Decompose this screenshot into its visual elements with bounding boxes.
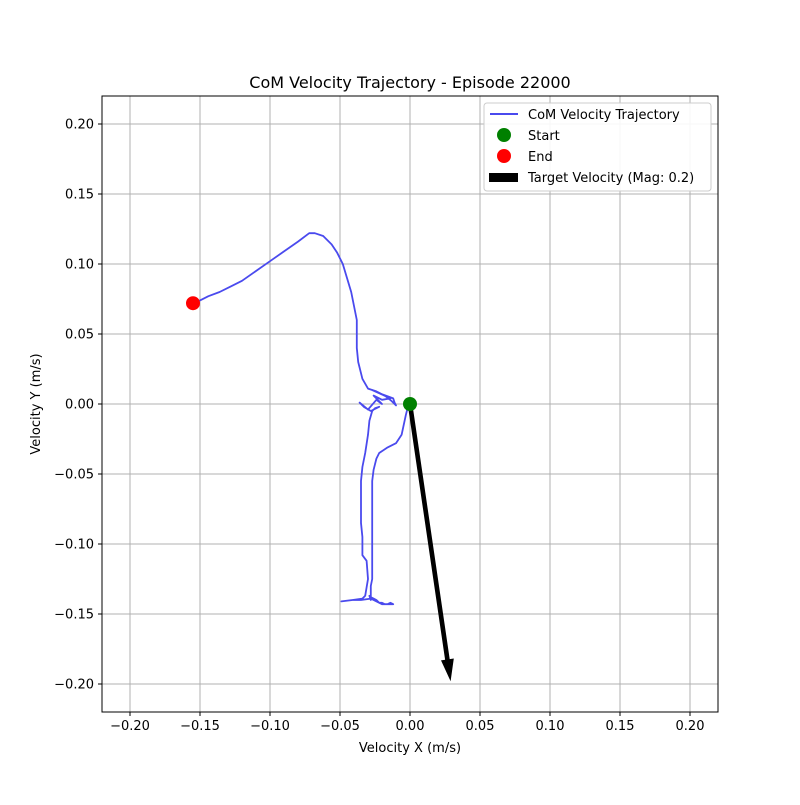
x-tick-label: 0.20 xyxy=(676,719,705,734)
legend-box xyxy=(483,102,712,192)
legend-label-trajectory: CoM Velocity Trajectory xyxy=(528,108,680,123)
x-tick-label: 0.00 xyxy=(396,719,425,734)
ticks: −0.20 −0.15 −0.10 −0.05 0.00 0.05 0.10 0.15 0.20… xyxy=(54,118,704,735)
start-marker xyxy=(403,397,417,411)
y-tick-label: −0.05 xyxy=(54,468,94,483)
x-axis-label: Velocity X (m/s) xyxy=(359,741,461,756)
legend: CoM Velocity Trajectory Start End Target… xyxy=(483,102,712,192)
y-tick-label: −0.20 xyxy=(54,678,94,693)
x-tick-label: 0.05 xyxy=(466,719,495,734)
x-tick-label: −0.15 xyxy=(180,719,220,734)
legend-label-start: Start xyxy=(528,129,560,144)
x-tick-label: 0.15 xyxy=(606,719,635,734)
y-tick-label: 0.10 xyxy=(65,258,94,273)
end-marker xyxy=(186,296,200,311)
y-tick-label: 0.15 xyxy=(65,188,94,203)
trajectory-line xyxy=(192,232,411,606)
legend-arrow-swatch xyxy=(489,173,518,182)
y-tick-label: −0.15 xyxy=(54,608,94,623)
y-tick-label: 0.20 xyxy=(65,118,94,133)
legend-start-swatch xyxy=(497,128,511,142)
chart-title: CoM Velocity Trajectory - Episode 22000 xyxy=(249,73,570,92)
legend-label-end: End xyxy=(528,150,553,165)
target-velocity-arrow xyxy=(407,403,454,682)
y-tick-label: 0.00 xyxy=(65,398,94,413)
y-axis-label: Velocity Y (m/s) xyxy=(29,353,44,454)
plot-content xyxy=(186,232,454,682)
x-tick-label: −0.20 xyxy=(110,719,150,734)
legend-label-target: Target Velocity (Mag: 0.2) xyxy=(527,171,694,186)
x-tick-label: −0.10 xyxy=(250,719,290,734)
x-tick-label: −0.05 xyxy=(320,719,360,734)
x-tick-label: 0.10 xyxy=(536,719,565,734)
y-tick-label: −0.10 xyxy=(54,538,94,553)
legend-end-swatch xyxy=(497,149,511,163)
y-tick-label: 0.05 xyxy=(65,328,94,343)
